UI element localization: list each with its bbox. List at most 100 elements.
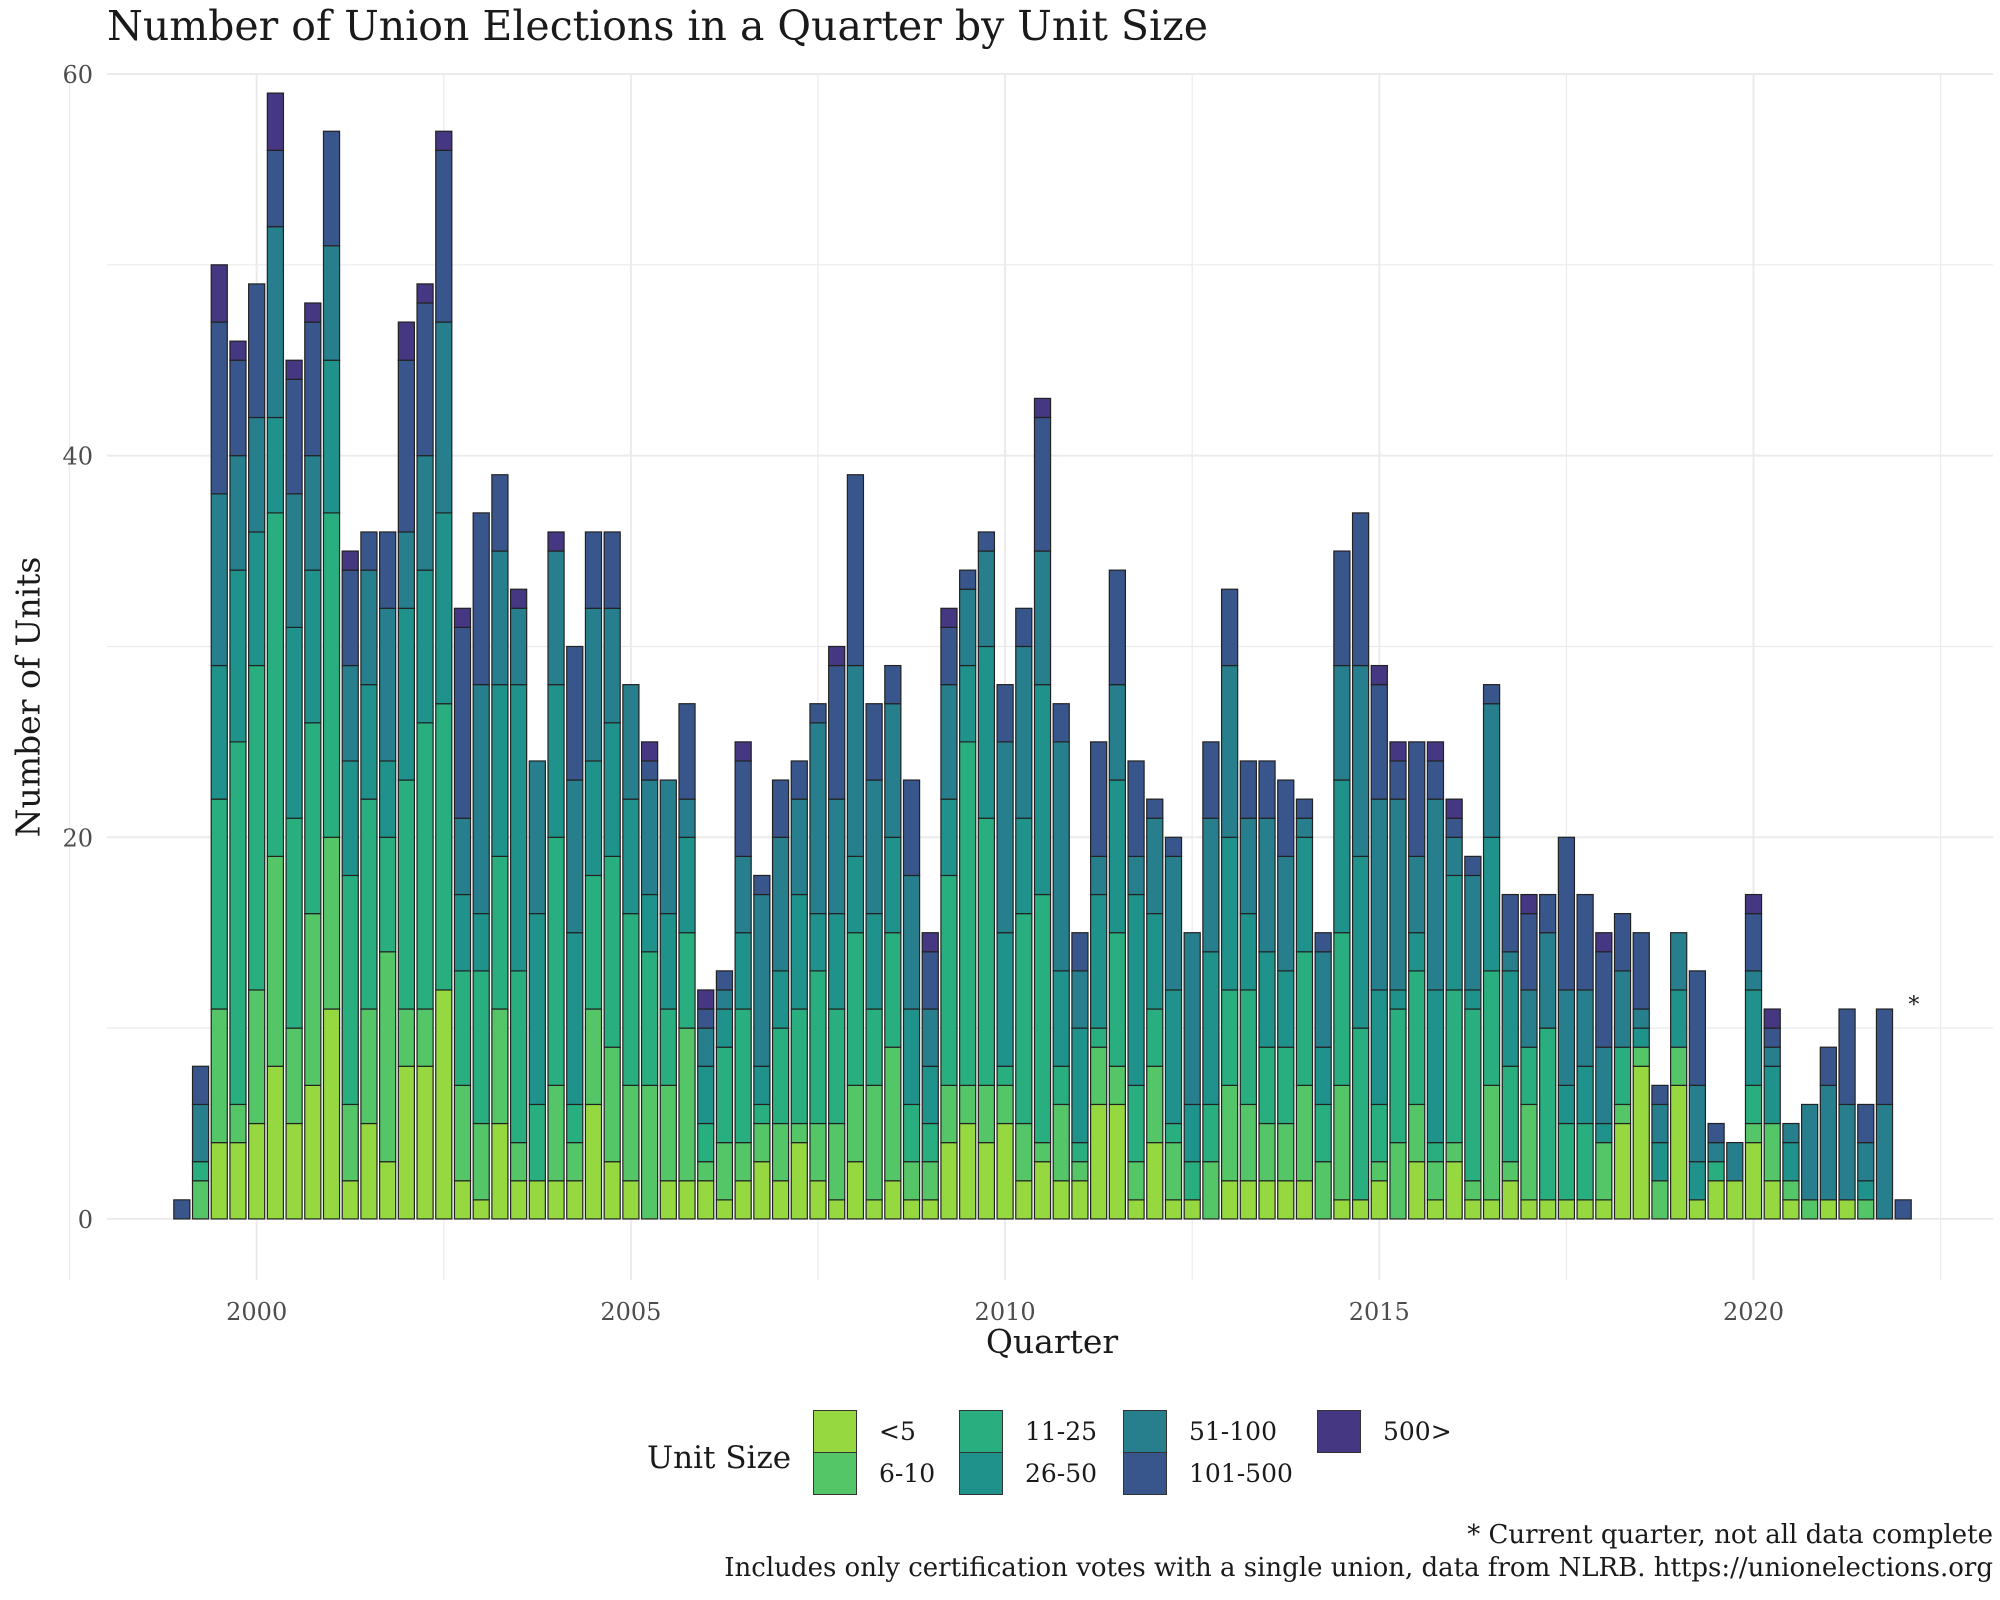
bar-segment	[1239, 817, 1257, 915]
bar-segment	[1146, 913, 1164, 1010]
bar-segment	[1744, 913, 1763, 972]
bar-segment	[715, 989, 734, 1010]
bar-segment	[304, 302, 322, 323]
bar-segment	[304, 321, 322, 457]
legend-item: 51-100	[1123, 1410, 1277, 1453]
bar-segment	[1838, 1103, 1856, 1201]
bar-segment	[734, 760, 752, 857]
bar-segment	[191, 1065, 210, 1106]
bar-segment	[509, 970, 528, 1144]
bar-segment	[640, 1084, 659, 1220]
bar-segment	[1482, 703, 1501, 838]
bar-segment	[1183, 1103, 1201, 1163]
bar-segment	[1651, 1084, 1669, 1106]
bar-segment	[248, 416, 266, 533]
bar-segment	[191, 1103, 210, 1163]
bar-segment	[1351, 1199, 1370, 1220]
bar-segment	[828, 1122, 846, 1201]
bar-segment	[828, 1199, 846, 1220]
bar-segment	[1520, 1103, 1538, 1201]
bar-segment	[1613, 1103, 1632, 1125]
bar-segment	[921, 1065, 939, 1125]
bar-segment	[1164, 855, 1183, 991]
bar-segment	[584, 1008, 603, 1106]
bar-segment	[360, 798, 378, 1010]
y-tick-label: 40	[62, 443, 93, 471]
bar-segment	[1090, 855, 1108, 896]
legend-swatch	[959, 1410, 1003, 1453]
bar-segment	[697, 1180, 715, 1220]
bar-segment	[678, 703, 696, 800]
bar-segment	[940, 874, 958, 1086]
bar-segment	[1501, 1065, 1519, 1163]
bar-segment	[640, 760, 659, 781]
bar-segment	[509, 607, 528, 686]
bar-segment	[828, 664, 846, 800]
bar-segment	[1108, 779, 1127, 934]
bar-segment	[547, 1084, 565, 1182]
bar-segment	[771, 1180, 790, 1220]
bar-segment	[996, 1084, 1014, 1125]
bar-segment	[341, 569, 359, 667]
bar-segment	[697, 1027, 715, 1067]
bar-segment	[846, 855, 865, 934]
bar-segment	[959, 1084, 977, 1125]
bar-segment	[1557, 1122, 1576, 1201]
bar-segment	[921, 932, 939, 953]
bar-segment	[1277, 855, 1295, 972]
bar-segment	[977, 1084, 996, 1144]
bar-segment	[865, 779, 883, 915]
bar-segment	[1426, 989, 1445, 1144]
bar-segment	[379, 836, 397, 953]
bar-segment	[1707, 1122, 1725, 1144]
bar-segment	[1857, 1103, 1875, 1144]
bar-segment	[1501, 951, 1519, 972]
bar-segment	[1052, 703, 1070, 743]
bars-layer	[173, 92, 1912, 1220]
bar-segment	[697, 1161, 715, 1182]
bar-segment	[640, 779, 659, 896]
bar-segment	[1482, 684, 1501, 705]
bar-segment	[1202, 1161, 1220, 1220]
legend-swatch	[959, 1452, 1003, 1495]
bar-segment	[248, 1122, 266, 1220]
bar-segment	[1763, 1065, 1781, 1125]
bar-segment	[509, 1142, 528, 1182]
bar-segment	[453, 1084, 472, 1182]
bar-segment	[678, 932, 696, 1029]
bar-segment	[1464, 1008, 1482, 1182]
bar-segment	[940, 1142, 958, 1220]
bar-segment	[659, 1180, 677, 1220]
bar-segment	[959, 1122, 977, 1220]
bar-segment	[1370, 989, 1388, 1106]
bar-segment	[790, 1122, 808, 1144]
bar-segment	[360, 1008, 378, 1125]
bar-segment	[1258, 817, 1276, 953]
bar-segment	[248, 989, 266, 1125]
legend-label: 51-100	[1189, 1417, 1277, 1446]
bar-segment	[828, 645, 846, 667]
bar-segment	[547, 550, 565, 686]
bar-segment	[285, 626, 303, 819]
bar-segment	[379, 1161, 397, 1220]
bar-segment	[1445, 989, 1463, 1144]
x-tick-label: 2010	[975, 1298, 1036, 1326]
bar-segment	[771, 1027, 790, 1125]
bar-segment	[210, 1142, 228, 1220]
bar-segment	[304, 569, 322, 724]
bar-segment	[828, 913, 846, 1010]
bar-segment	[790, 1008, 808, 1125]
bar-segment	[1576, 1199, 1594, 1220]
bar-segment	[547, 836, 565, 1086]
bar-segment	[1277, 1046, 1295, 1125]
bar-segment	[884, 1046, 902, 1182]
bar-segment	[1501, 970, 1519, 1067]
bar-segment	[809, 913, 827, 972]
bar-segment	[1277, 970, 1295, 1048]
bar-segment	[379, 531, 397, 609]
bar-segment	[1090, 1027, 1108, 1048]
bar-segment	[285, 359, 303, 380]
bar-segment	[1464, 989, 1482, 1010]
bar-segment	[1501, 1180, 1519, 1220]
bar-segment	[865, 1084, 883, 1201]
